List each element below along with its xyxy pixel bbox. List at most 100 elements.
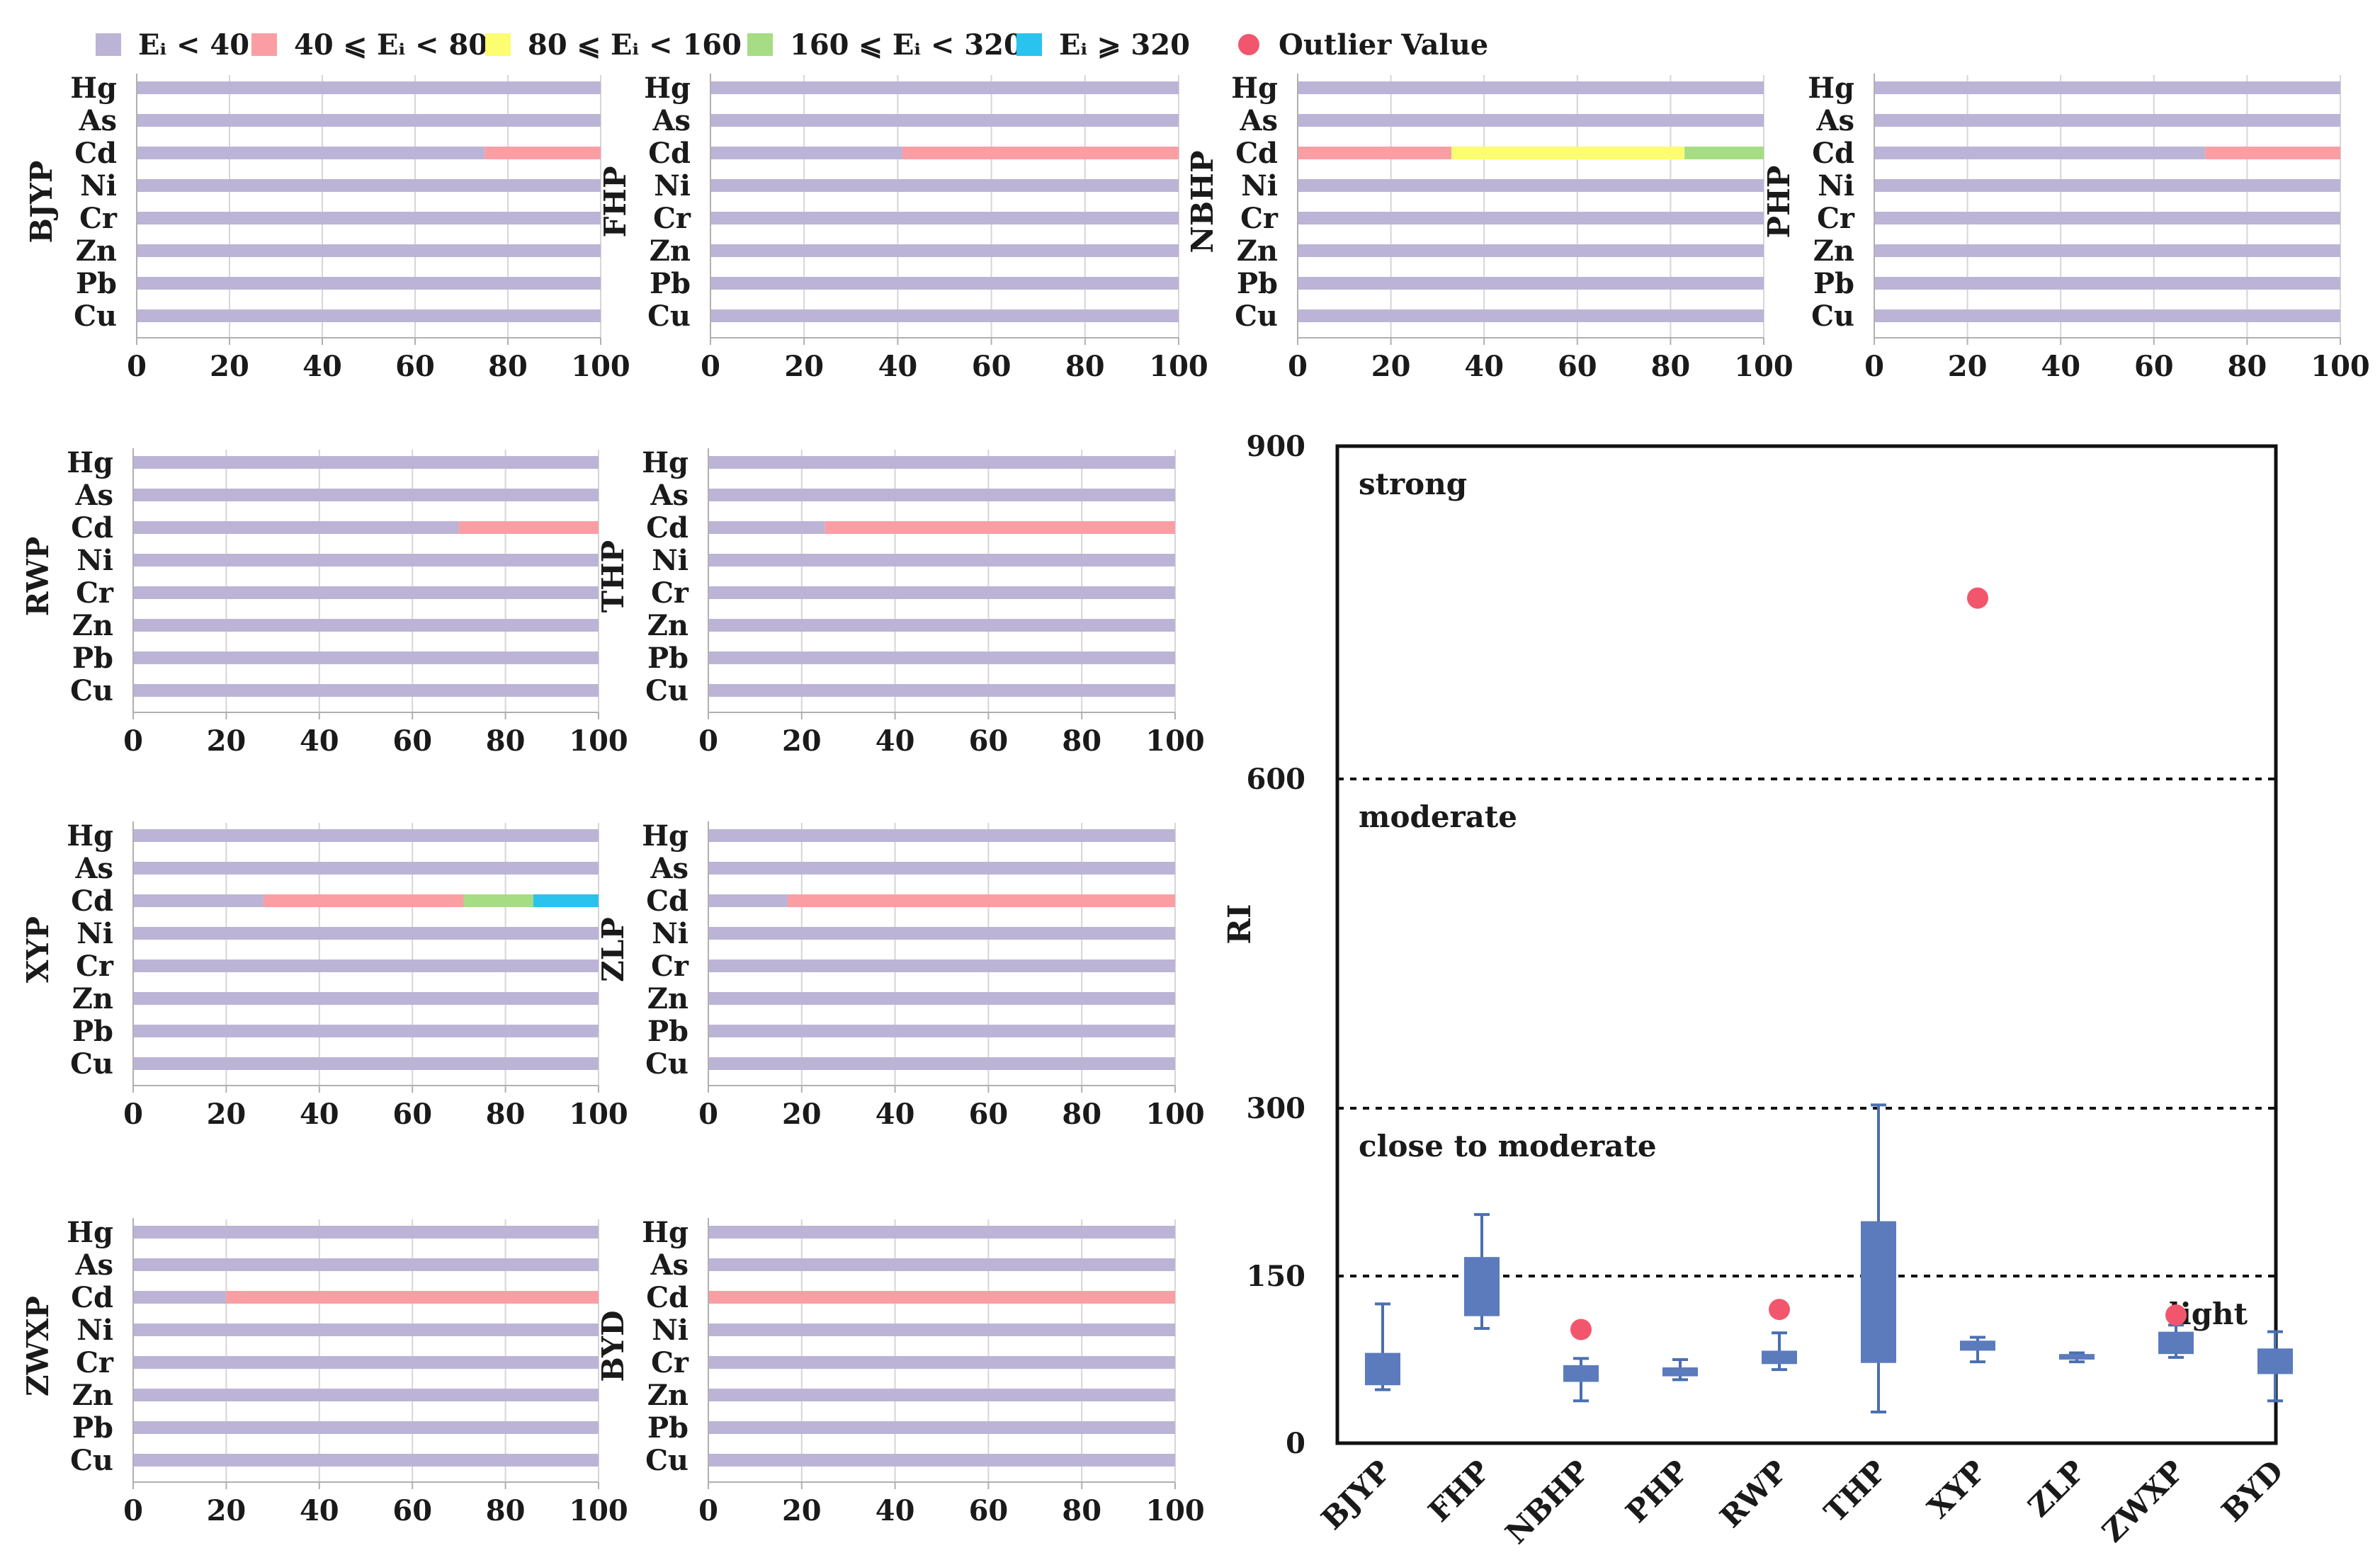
bar-php-cu-s0 [1874, 309, 2340, 322]
category-label: Zn [647, 1379, 688, 1412]
category-label: Pb [72, 1411, 113, 1445]
bar-xyp-cd-s1 [263, 894, 464, 907]
bar-zwxp-cd-s1 [226, 1291, 599, 1304]
x-tick-label: 100 [569, 1098, 628, 1131]
category-label: As [650, 1248, 688, 1282]
bar-byd-cd-s1 [708, 1291, 1175, 1304]
bar-fhp-hg-s0 [710, 81, 1179, 94]
x-tick-label: 80 [488, 350, 528, 383]
category-label: Cd [1235, 137, 1278, 170]
box-xyp: XYP [1921, 587, 1995, 1525]
category-label: Hg [642, 446, 688, 479]
category-label: Cr [1240, 202, 1279, 235]
bar-fhp-cu-s0 [710, 309, 1179, 322]
bar-rwp-ni-s0 [133, 554, 599, 567]
category-label: Cu [645, 674, 688, 707]
legend-label-0: Eᵢ < 40 [138, 28, 249, 62]
bar-zlp-cd-s1 [788, 894, 1175, 907]
bar-nbhp-hg-s0 [1298, 81, 1764, 94]
bar-fhp-cd-s0 [710, 147, 903, 159]
panel-title: BYD [596, 1310, 630, 1382]
x-tick-label: 0 [1864, 350, 1884, 383]
category-label: Cd [71, 511, 113, 545]
box-body [1762, 1350, 1797, 1365]
x-tick-label: 80 [1065, 350, 1105, 383]
x-tick-label: 80 [1062, 1098, 1101, 1131]
bar-zlp-cu-s0 [708, 1057, 1175, 1070]
x-tick-label: 40 [876, 1494, 915, 1527]
legend-label-3: 160 ⩽ Eᵢ < 320 [790, 28, 1024, 62]
bar-byd-cr-s0 [708, 1356, 1175, 1369]
x-tick-label: 60 [395, 350, 435, 383]
category-label: Cd [648, 137, 691, 170]
bar-rwp-hg-s0 [133, 456, 599, 469]
box-body [1861, 1221, 1896, 1363]
bar-thp-as-s0 [708, 489, 1175, 501]
x-category-label: ZWXP [2095, 1453, 2191, 1549]
category-label: Hg [67, 446, 113, 479]
category-label: As [650, 479, 688, 512]
x-tick-label: 40 [302, 350, 342, 383]
x-tick-label: 0 [698, 1494, 718, 1527]
x-tick-label: 100 [571, 350, 630, 383]
category-label: Pb [647, 642, 688, 675]
box-body [1662, 1367, 1698, 1377]
x-tick-label: 20 [782, 724, 822, 758]
bar-xyp-cr-s0 [133, 960, 599, 972]
category-label: Ni [652, 1314, 688, 1347]
legend-item-5: Outlier Value [1238, 28, 1488, 62]
x-tick-label: 0 [123, 1098, 143, 1131]
bar-nbhp-cr-s0 [1298, 212, 1764, 224]
threshold-label-moderate: moderate [1359, 799, 1517, 834]
bar-zwxp-as-s0 [133, 1258, 599, 1271]
y-tick-label: 0 [1286, 1427, 1305, 1460]
category-label: Ni [1241, 169, 1278, 203]
bar-bjyp-cd-s0 [137, 147, 485, 159]
category-label: Cd [646, 1281, 688, 1314]
x-tick-label: 60 [392, 724, 432, 758]
bar-byd-as-s0 [708, 1258, 1175, 1271]
x-tick-label: 0 [698, 1098, 718, 1131]
bar-byd-zn-s0 [708, 1389, 1175, 1401]
bar-php-cd-s1 [2205, 147, 2340, 159]
category-label: Pb [1237, 267, 1278, 300]
bar-php-cr-s0 [1874, 212, 2340, 224]
bar-bjyp-zn-s0 [137, 244, 601, 257]
category-label: Zn [650, 234, 691, 268]
outlier-point [1967, 587, 1988, 609]
bar-php-cd-s0 [1874, 147, 2206, 159]
bar-nbhp-as-s0 [1298, 114, 1764, 127]
panel-title: NBHP [1185, 150, 1220, 253]
bar-nbhp-pb-s0 [1298, 277, 1764, 290]
category-label: Hg [67, 1216, 113, 1249]
category-label: Hg [644, 72, 691, 105]
category-label: Cr [1817, 202, 1855, 235]
category-label: As [74, 1248, 113, 1282]
box-body [1960, 1340, 1995, 1351]
category-label: Zn [647, 609, 688, 642]
category-label: Ni [76, 917, 113, 950]
x-tick-label: 0 [123, 1494, 143, 1527]
bar-nbhp-zn-s0 [1298, 244, 1764, 257]
legend-label-5: Outlier Value [1279, 28, 1488, 62]
bar-bjyp-cd-s1 [484, 147, 601, 159]
x-tick-label: 20 [1371, 350, 1411, 383]
x-tick-label: 100 [2311, 350, 2370, 383]
x-tick-label: 60 [2134, 350, 2174, 383]
outlier-point [1570, 1319, 1592, 1340]
x-tick-label: 40 [876, 724, 915, 758]
x-tick-label: 60 [969, 1494, 1009, 1527]
x-tick-label: 20 [782, 1494, 822, 1527]
category-label: Pb [72, 1015, 113, 1048]
category-label: Cd [71, 884, 113, 918]
category-label: Cd [74, 137, 117, 170]
category-label: Pb [650, 267, 691, 300]
panel-title: XYP [21, 916, 55, 983]
panel-title: RWP [21, 537, 55, 617]
x-tick-label: 40 [2041, 350, 2080, 383]
bar-bjyp-ni-s0 [137, 179, 601, 192]
